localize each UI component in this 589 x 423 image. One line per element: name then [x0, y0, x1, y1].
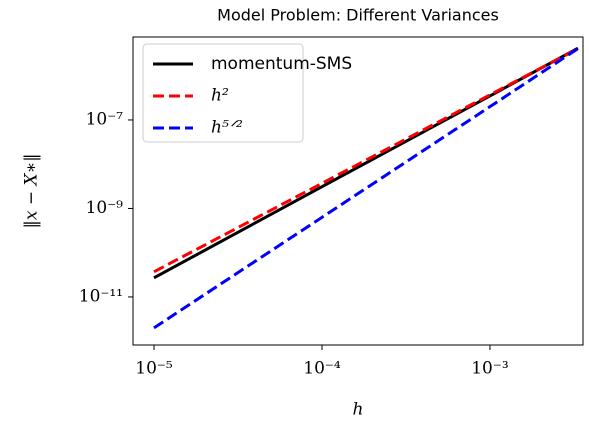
line: [153, 47, 579, 330]
y-axis-label: ‖x − X∗‖: [22, 153, 42, 228]
y-tick-label: 10⁻⁹: [86, 198, 124, 218]
legend-box: [142, 43, 304, 143]
plot-frame: [132, 36, 584, 346]
x-tick-label: 10⁻³: [471, 359, 508, 379]
x-tick-label: 10⁻⁴: [303, 359, 341, 379]
chart-title: Model Problem: Different Variances: [217, 6, 499, 25]
x-axis-label: h: [353, 400, 364, 420]
legend-label: momentum-SMS: [211, 54, 352, 74]
y-tick-label: 10⁻¹¹: [79, 286, 123, 306]
line: [153, 46, 579, 280]
legend-label: h²: [211, 86, 229, 106]
y-tick-label: 10⁻⁷: [86, 109, 124, 129]
legend-label: h⁵ᐟ²: [211, 118, 243, 138]
x-tick-label: 10⁻⁵: [135, 359, 173, 379]
